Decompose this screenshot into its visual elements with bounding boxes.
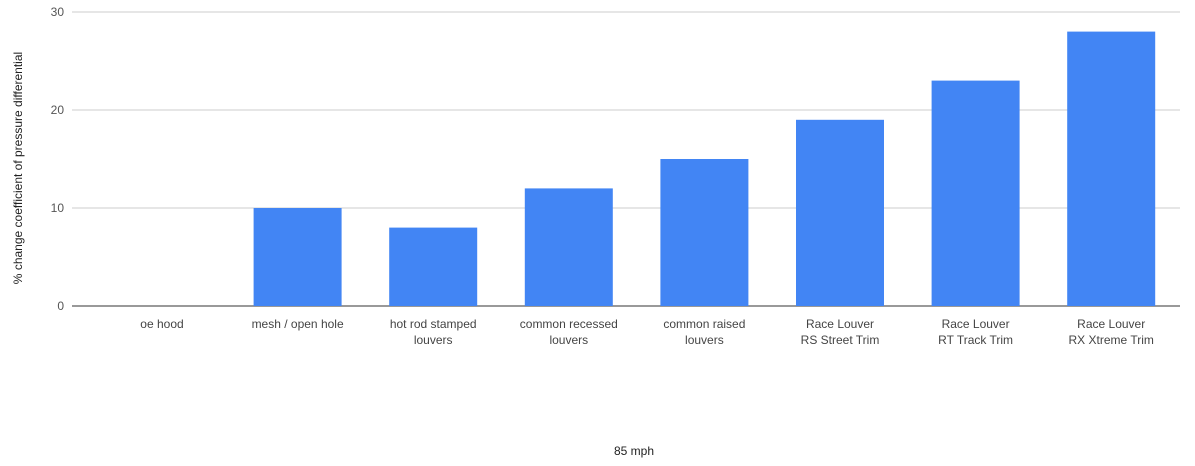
x-category-label: Race Louver xyxy=(1077,317,1145,331)
x-axis-title: 85 mph xyxy=(614,444,654,458)
x-category-label: mesh / open hole xyxy=(252,317,344,331)
x-category-label: louvers xyxy=(549,333,588,347)
x-category-label: hot rod stamped xyxy=(390,317,477,331)
x-category-label: Race Louver xyxy=(806,317,874,331)
y-tick-labels: 0 10 20 30 xyxy=(51,5,65,313)
bar xyxy=(931,80,1020,306)
bar xyxy=(660,159,749,306)
y-tick-label: 0 xyxy=(57,299,64,313)
bar xyxy=(796,119,884,306)
x-category-label: common recessed xyxy=(520,317,618,331)
x-category-label: RX Xtreme Trim xyxy=(1069,333,1154,347)
y-axis-title: % change coefficient of pressure differe… xyxy=(11,52,25,284)
bar xyxy=(253,208,342,306)
x-category-label: oe hood xyxy=(140,317,183,331)
x-category-label: RS Street Trim xyxy=(801,333,880,347)
x-category-label: common raised xyxy=(663,317,745,331)
x-category-label: louvers xyxy=(685,333,724,347)
bar xyxy=(1067,31,1156,306)
bar xyxy=(389,227,478,306)
y-tick-label: 10 xyxy=(51,201,65,215)
bars xyxy=(253,31,1156,306)
x-category-labels: oe hood mesh / open hole hot rod stamped lo… xyxy=(140,317,1154,347)
y-tick-label: 30 xyxy=(51,5,65,19)
x-category-label: RT Track Trim xyxy=(938,333,1013,347)
x-category-label: Race Louver xyxy=(942,317,1010,331)
bar xyxy=(524,188,613,306)
y-tick-label: 20 xyxy=(51,103,65,117)
x-category-label: louvers xyxy=(414,333,453,347)
